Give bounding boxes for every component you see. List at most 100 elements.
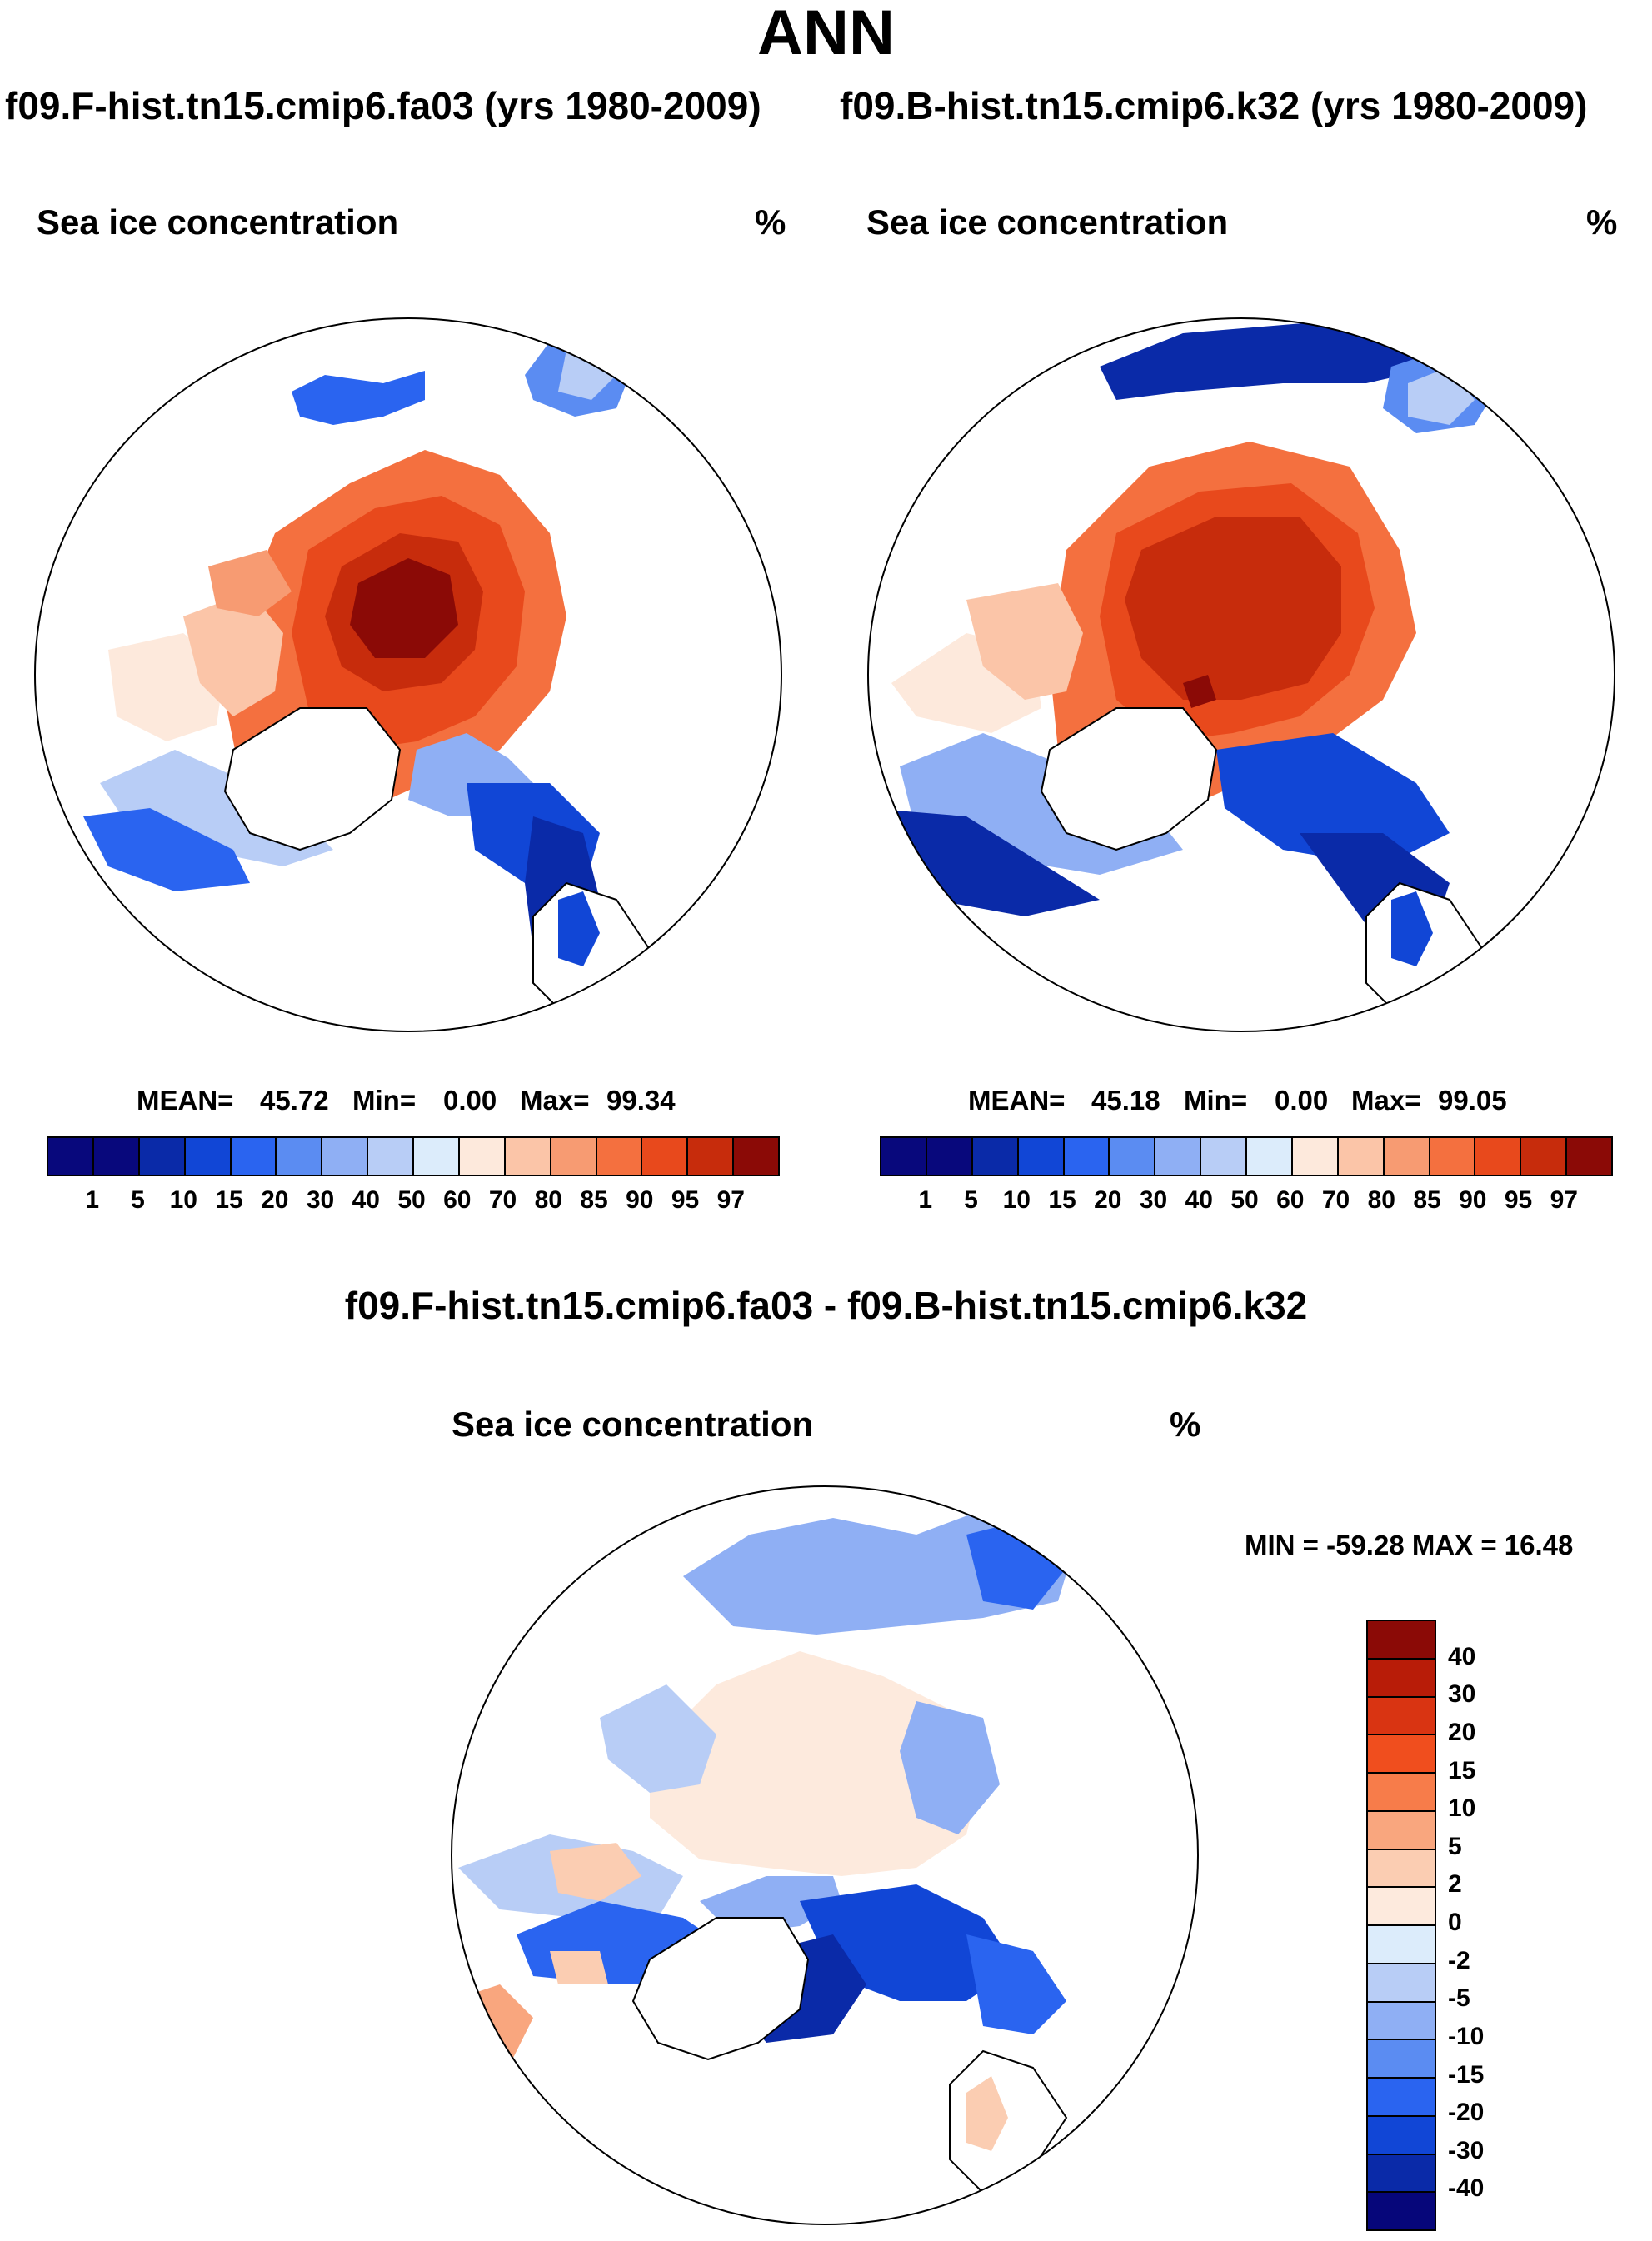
colorbar-label: 30 — [1448, 1680, 1476, 1709]
colorbar-label: -2 — [1448, 1946, 1470, 1974]
colorbar-swatch — [972, 1138, 1019, 1175]
colorbar-label: 80 — [1367, 1186, 1395, 1214]
colorbar-swatch — [368, 1138, 414, 1175]
colorbar-swatch — [1368, 1774, 1435, 1812]
panel2-mean-value: 45.18 — [1091, 1085, 1160, 1116]
colorbar-label: 80 — [534, 1186, 562, 1214]
colorbar-swatch — [1368, 1888, 1435, 1926]
colorbar-label: -10 — [1448, 2022, 1485, 2050]
panel1-map — [34, 317, 782, 1032]
panel2-field-label: Sea ice concentration — [866, 202, 1229, 242]
colorbar-label: 5 — [1448, 1832, 1462, 1860]
colorbar-swatch — [1368, 1926, 1435, 1964]
panel1-colorbar-labels: 1 5 10 15 20 30 40 50 60 70 80 85 90 95 97 — [47, 1186, 776, 1220]
panel1-field-label: Sea ice concentration — [37, 202, 399, 242]
colorbar-swatch — [1368, 1659, 1435, 1698]
colorbar-swatch — [1368, 2079, 1435, 2117]
difference-map — [451, 1485, 1199, 2225]
colorbar-label: -30 — [1448, 2136, 1485, 2164]
colorbar-label: 60 — [443, 1186, 472, 1214]
colorbar-swatch — [734, 1138, 778, 1175]
colorbar-swatch — [1368, 1964, 1435, 2003]
colorbar-swatch — [1201, 1138, 1247, 1175]
colorbar-label: 70 — [488, 1186, 517, 1214]
colorbar-swatch — [414, 1138, 460, 1175]
colorbar-swatch — [1430, 1138, 1476, 1175]
colorbar-swatch — [1338, 1138, 1385, 1175]
colorbar-swatch — [1475, 1138, 1522, 1175]
colorbar-label: 2 — [1448, 1870, 1462, 1899]
colorbar-label: 20 — [261, 1186, 289, 1214]
colorbar-swatch — [1384, 1138, 1430, 1175]
panel2-max-value: 99.05 — [1438, 1085, 1507, 1116]
difference-units: % — [1170, 1405, 1201, 1444]
colorbar-label: 20 — [1094, 1186, 1122, 1214]
colorbar-swatch — [459, 1138, 506, 1175]
panel1-colorbar — [47, 1136, 780, 1176]
colorbar-label: 50 — [1230, 1186, 1259, 1214]
colorbar-label: 60 — [1276, 1186, 1305, 1214]
panel2-min-label: Min= — [1184, 1085, 1248, 1116]
panel1-mean-value: 45.72 — [260, 1085, 329, 1116]
colorbar-swatch — [231, 1138, 277, 1175]
colorbar-label: 40 — [352, 1186, 380, 1214]
colorbar-label: 30 — [1139, 1186, 1168, 1214]
colorbar-swatch — [1368, 2002, 1435, 2041]
case2-title: f09.B-hist.tn15.cmip6.k32 (yrs 1980-2009… — [840, 84, 1588, 127]
panel2-colorbar — [880, 1136, 1613, 1176]
colorbar-swatch — [48, 1138, 94, 1175]
difference-colorbar-labels: 40 30 20 15 10 5 2 0 -2 -5 -10 -15 -20 -30 -40 — [1448, 1620, 1531, 2228]
colorbar-swatch — [1368, 1697, 1435, 1736]
difference-minmax: MIN = -59.28 MAX = 16.48 — [1245, 1530, 1574, 1560]
panel2-max-label: Max= — [1351, 1085, 1421, 1116]
colorbar-swatch — [1521, 1138, 1568, 1175]
colorbar-swatch — [1064, 1138, 1110, 1175]
panel1-units: % — [755, 202, 786, 242]
colorbar-label: 97 — [1550, 1186, 1578, 1214]
colorbar-label: -15 — [1448, 2060, 1485, 2089]
colorbar-swatch — [1567, 1138, 1611, 1175]
colorbar-label: -20 — [1448, 2099, 1485, 2127]
colorbar-swatch — [642, 1138, 689, 1175]
panel2-min-value: 0.00 — [1275, 1085, 1329, 1116]
difference-title: f09.F-hist.tn15.cmip6.fa03 - f09.B-hist.… — [344, 1284, 1308, 1327]
colorbar-swatch — [1368, 1849, 1435, 1889]
colorbar-label: -40 — [1448, 2174, 1485, 2203]
main-title: ANN — [757, 0, 895, 68]
panel1-max-label: Max= — [520, 1085, 590, 1116]
colorbar-swatch — [1368, 1621, 1435, 1660]
panel2-map — [867, 317, 1615, 1032]
colorbar-swatch — [185, 1138, 232, 1175]
colorbar-swatch — [1368, 2193, 1435, 2229]
colorbar-swatch — [139, 1138, 186, 1175]
colorbar-swatch — [926, 1138, 973, 1175]
colorbar-label: -5 — [1448, 1984, 1470, 2013]
colorbar-swatch — [1368, 2154, 1435, 2194]
colorbar-swatch — [881, 1138, 927, 1175]
colorbar-swatch — [322, 1138, 369, 1175]
colorbar-swatch — [1368, 1811, 1435, 1850]
colorbar-label: 15 — [1048, 1186, 1076, 1214]
colorbar-swatch — [1368, 2040, 1435, 2079]
colorbar-swatch — [1155, 1138, 1202, 1175]
case1-title: f09.F-hist.tn15.cmip6.fa03 (yrs 1980-200… — [5, 84, 761, 127]
colorbar-label: 95 — [1504, 1186, 1533, 1214]
colorbar-swatch — [596, 1138, 643, 1175]
colorbar-label: 30 — [306, 1186, 335, 1214]
colorbar-label: 70 — [1321, 1186, 1350, 1214]
colorbar-label: 5 — [964, 1186, 978, 1214]
colorbar-label: 5 — [131, 1186, 145, 1214]
colorbar-label: 85 — [1413, 1186, 1441, 1214]
colorbar-label: 95 — [671, 1186, 700, 1214]
colorbar-label: 10 — [1002, 1186, 1031, 1214]
panel2-units: % — [1586, 202, 1618, 242]
colorbar-swatch — [277, 1138, 323, 1175]
colorbar-swatch — [688, 1138, 735, 1175]
colorbar-label: 90 — [1459, 1186, 1487, 1214]
colorbar-swatch — [93, 1138, 140, 1175]
colorbar-swatch — [551, 1138, 597, 1175]
colorbar-label: 40 — [1185, 1186, 1213, 1214]
colorbar-swatch — [1368, 2116, 1435, 2155]
colorbar-label: 20 — [1448, 1718, 1476, 1746]
colorbar-label: 1 — [918, 1186, 933, 1214]
